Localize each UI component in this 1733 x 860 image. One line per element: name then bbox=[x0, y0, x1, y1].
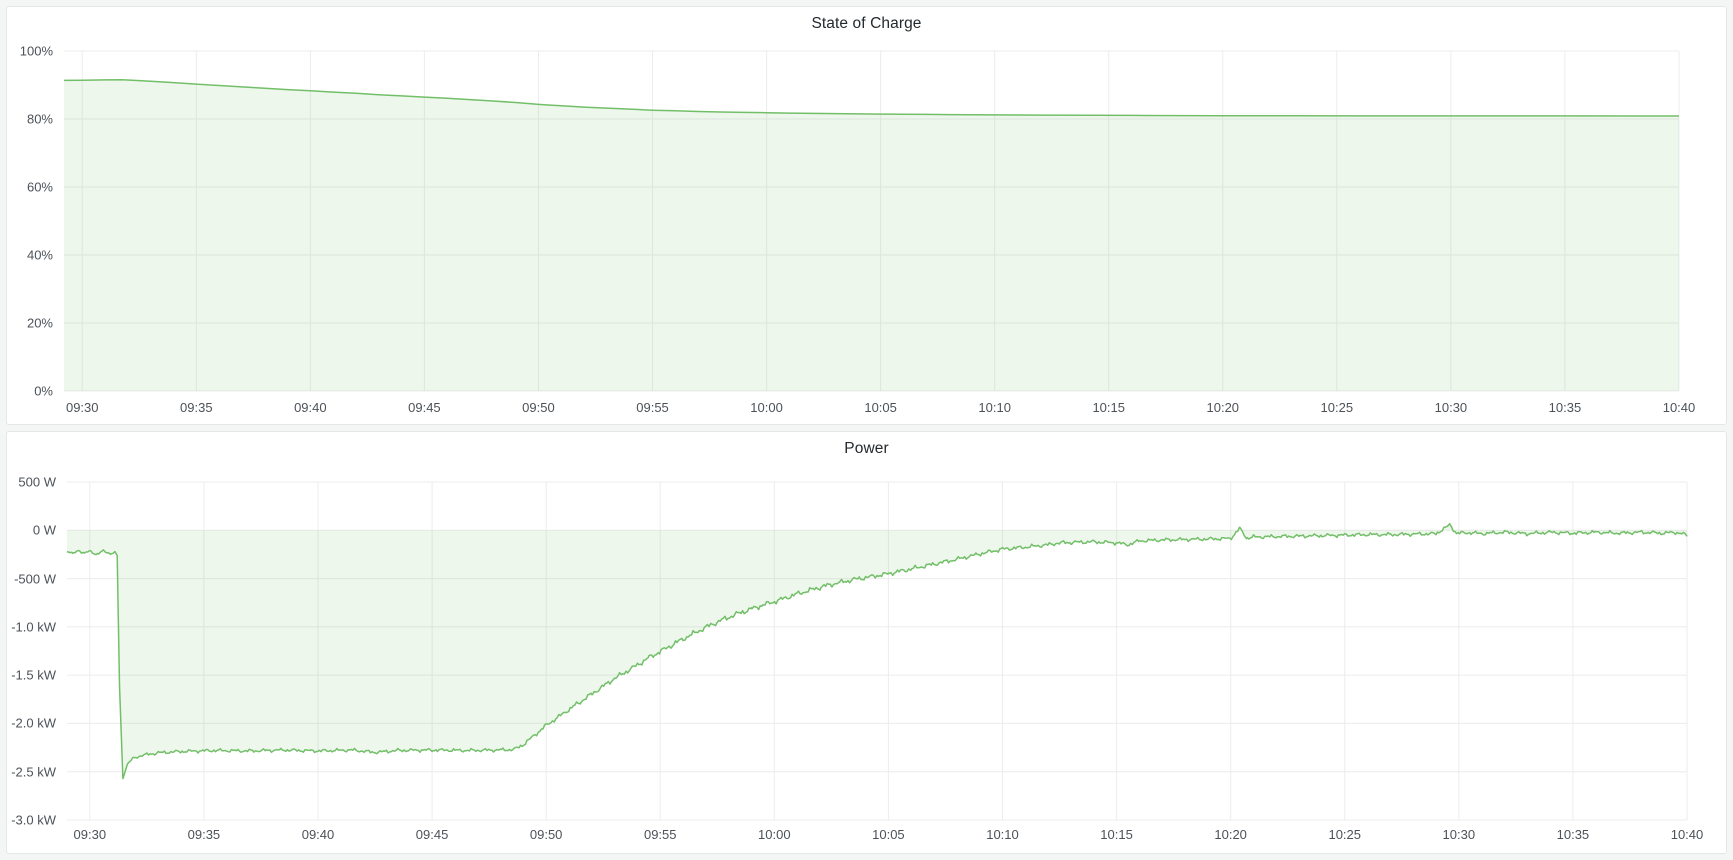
x-axis-tick-label: 09:50 bbox=[529, 827, 563, 842]
x-axis-tick-label: 09:40 bbox=[294, 400, 327, 415]
x-axis-tick-label: 10:15 bbox=[1100, 827, 1133, 842]
x-axis-tick-label: 09:55 bbox=[643, 827, 677, 842]
x-axis-tick-label: 10:05 bbox=[872, 827, 905, 842]
y-axis-tick-label: 80% bbox=[26, 111, 53, 127]
power-chart-canvas[interactable] bbox=[7, 432, 1728, 855]
x-axis-tick-label: 10:35 bbox=[1548, 400, 1582, 415]
x-axis-tick-label: 09:30 bbox=[65, 400, 99, 415]
x-axis-tick-label: 10:30 bbox=[1442, 827, 1476, 842]
y-axis-tick-label: 0% bbox=[34, 383, 53, 399]
power-panel: Power 500 W 0 W -500 W -1.0 kW -1.5 kW -2.0 k… bbox=[6, 431, 1727, 854]
x-axis-tick-label: 09:45 bbox=[408, 400, 441, 415]
x-axis-tick-label: 10:05 bbox=[864, 400, 897, 415]
y-axis-tick-label: 0 W bbox=[32, 522, 56, 538]
x-axis-tick-label: 09:35 bbox=[187, 827, 221, 842]
y-axis-tick-label: -500 W bbox=[14, 571, 56, 587]
power-panel-title[interactable]: Power bbox=[844, 440, 889, 457]
x-axis-tick-label: 09:35 bbox=[180, 400, 213, 415]
x-axis-tick-label: 09:55 bbox=[636, 400, 669, 415]
x-axis-tick-label: 10:25 bbox=[1328, 827, 1362, 842]
y-axis-tick-label: 40% bbox=[26, 247, 53, 263]
y-axis-tick-label: -2.0 kW bbox=[11, 715, 56, 731]
state-of-charge-panel: State of Charge 100% 80% 60% 40% 20% 0% 09:30 0… bbox=[6, 6, 1727, 425]
state-of-charge-panel-title[interactable]: State of Charge bbox=[811, 15, 922, 32]
x-axis-tick-label: 09:45 bbox=[415, 827, 449, 842]
power_watts-area-fill bbox=[67, 523, 1687, 779]
state-of-charge-chart-canvas[interactable] bbox=[7, 7, 1728, 426]
x-axis-tick-label: 10:40 bbox=[1662, 400, 1696, 415]
x-axis-tick-label: 10:30 bbox=[1434, 400, 1468, 415]
x-axis-tick-label: 10:35 bbox=[1556, 827, 1590, 842]
x-axis-tick-label: 10:00 bbox=[758, 827, 791, 842]
x-axis-tick-label: 09:40 bbox=[301, 827, 335, 842]
y-axis-tick-label: -1.5 kW bbox=[11, 667, 56, 683]
grid-lines bbox=[64, 50, 1680, 392]
x-axis-tick-label: 10:10 bbox=[986, 827, 1019, 842]
y-axis-tick-label: 100% bbox=[19, 43, 53, 59]
x-axis-tick-label: 10:00 bbox=[750, 400, 783, 415]
y-axis-tick-label: 500 W bbox=[18, 474, 56, 490]
power_watts-series-line bbox=[66, 522, 1688, 780]
x-axis-tick-label: 10:20 bbox=[1214, 827, 1247, 842]
y-axis-tick-label: -3.0 kW bbox=[11, 812, 56, 828]
y-axis-tick-label: -2.5 kW bbox=[11, 764, 56, 780]
state_of_charge_percent-area-fill bbox=[64, 79, 1679, 391]
x-axis-tick-label: 09:50 bbox=[522, 400, 555, 415]
state_of_charge_percent-series-line bbox=[63, 78, 1680, 117]
y-axis-tick-label: 20% bbox=[26, 315, 53, 331]
x-axis-tick-label: 10:40 bbox=[1670, 827, 1704, 842]
x-axis-tick-label: 10:10 bbox=[978, 400, 1011, 415]
x-axis-tick-label: 09:30 bbox=[73, 827, 107, 842]
y-axis-tick-label: -1.0 kW bbox=[11, 619, 56, 635]
x-axis-tick-label: 10:20 bbox=[1206, 400, 1240, 415]
x-axis-tick-label: 10:25 bbox=[1320, 400, 1354, 415]
y-axis-tick-label: 60% bbox=[26, 179, 53, 195]
x-axis-tick-label: 10:15 bbox=[1092, 400, 1125, 415]
